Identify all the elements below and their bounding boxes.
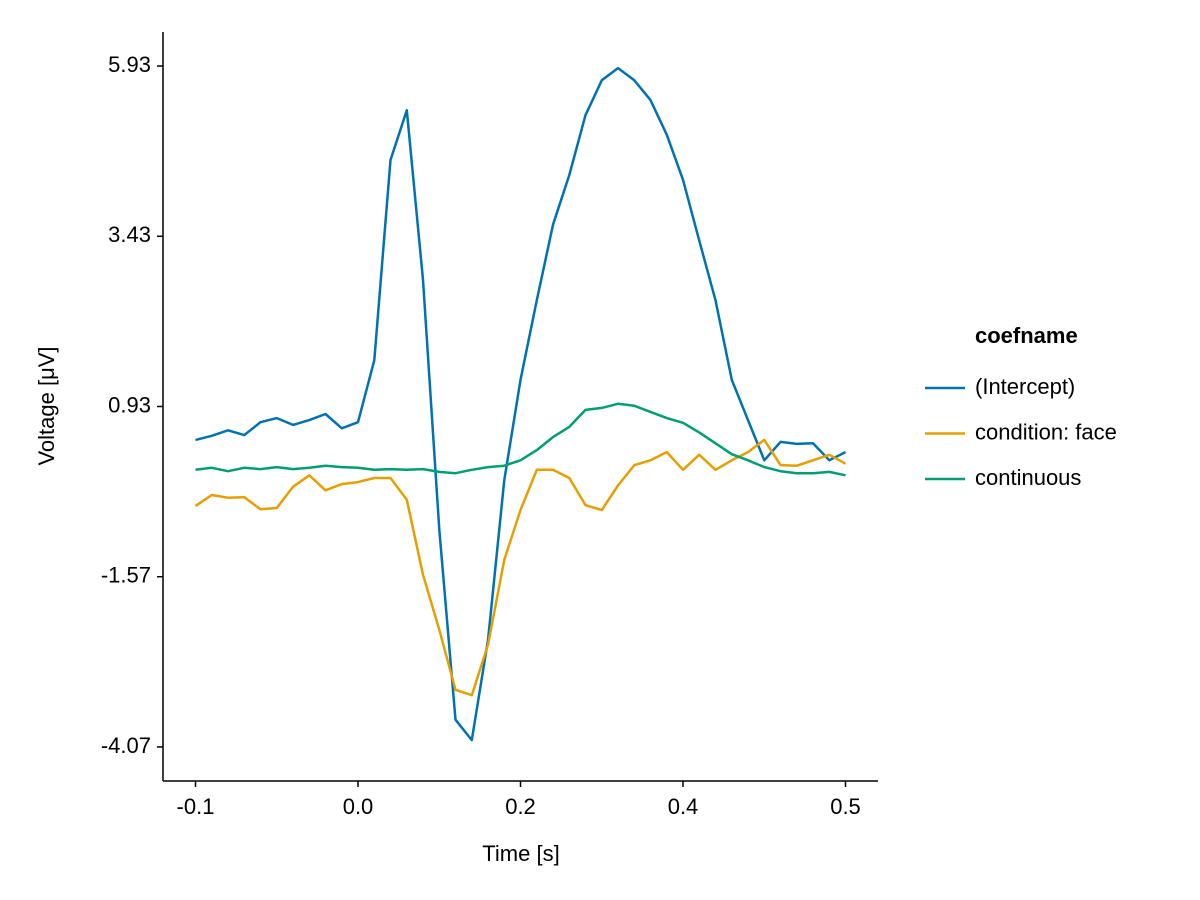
x-tick-label: -0.1 bbox=[177, 794, 215, 819]
x-tick-label: 0.4 bbox=[668, 794, 699, 819]
y-tick-label: 0.93 bbox=[108, 392, 151, 417]
y-tick-label: 3.43 bbox=[108, 222, 151, 247]
x-tick-label: 0.5 bbox=[830, 794, 861, 819]
line-series bbox=[194, 438, 847, 697]
legend-label: condition: face bbox=[975, 419, 1117, 444]
y-tick-label: 5.93 bbox=[108, 52, 151, 77]
x-tick-label: 0.2 bbox=[505, 794, 536, 819]
legend-label: continuous bbox=[975, 465, 1081, 490]
y-axis-label: Voltage [μV] bbox=[34, 346, 59, 465]
line-series bbox=[195, 402, 846, 477]
y-tick-label: -4.07 bbox=[101, 733, 151, 758]
legend-title: coefname bbox=[975, 323, 1078, 348]
legend-label: (Intercept) bbox=[975, 374, 1075, 399]
line-series bbox=[195, 66, 847, 742]
x-tick-label: 0.0 bbox=[343, 794, 374, 819]
x-axis-label: Time [s] bbox=[482, 841, 559, 866]
y-tick-label: -1.57 bbox=[101, 563, 151, 588]
